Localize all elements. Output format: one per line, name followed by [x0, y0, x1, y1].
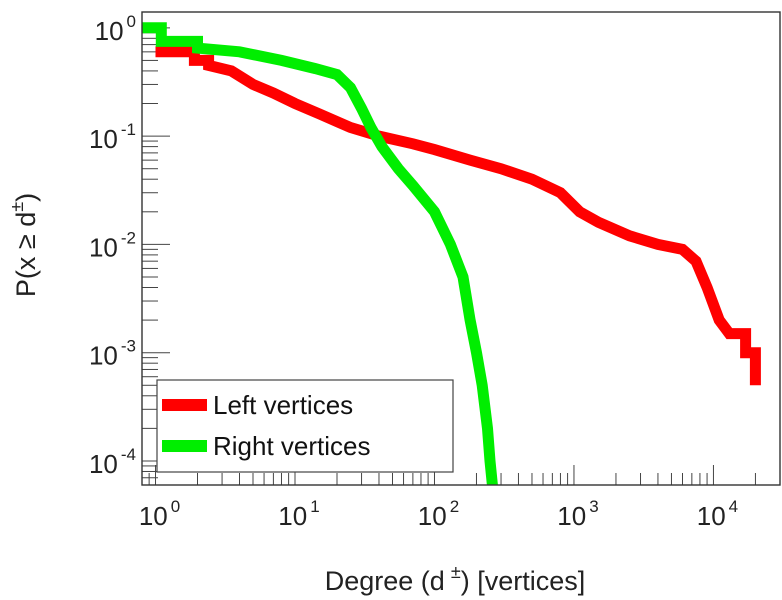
x-tick-label: 10 4	[697, 497, 738, 531]
legend: Left vertices Right vertices	[156, 379, 454, 473]
series-right-vertices-line	[142, 22, 498, 486]
x-tick-label: 10 1	[278, 497, 319, 531]
y-tick-label: 10 -2	[89, 228, 136, 262]
legend-label-right: Right vertices	[213, 431, 371, 461]
ticks-layer	[141, 27, 781, 486]
series-left-vertices-line	[155, 46, 761, 386]
y-tick-label: 10 0	[95, 12, 136, 46]
x-tick-label: 10 3	[557, 497, 598, 531]
tick-labels-layer: 10 0 10 1 10 2 10 3 10 4 10 0 10 -1 10 -2 10 -3 10 -4	[89, 12, 738, 531]
series-layer	[142, 22, 761, 486]
y-tick-label: 10 -4	[89, 445, 136, 479]
legend-box	[156, 379, 454, 473]
x-tick-label: 10 2	[418, 497, 459, 531]
y-tick-label: 10 -3	[89, 337, 136, 371]
legend-label-left: Left vertices	[213, 390, 353, 420]
plot-frame	[141, 11, 781, 486]
x-tick-label: 10 0	[139, 497, 180, 531]
y-axis-title: P(x ≥ d±)	[7, 193, 41, 297]
x-axis-title: Degree (d ±) [vertices]	[325, 562, 586, 596]
y-tick-label: 10 -1	[89, 120, 136, 154]
